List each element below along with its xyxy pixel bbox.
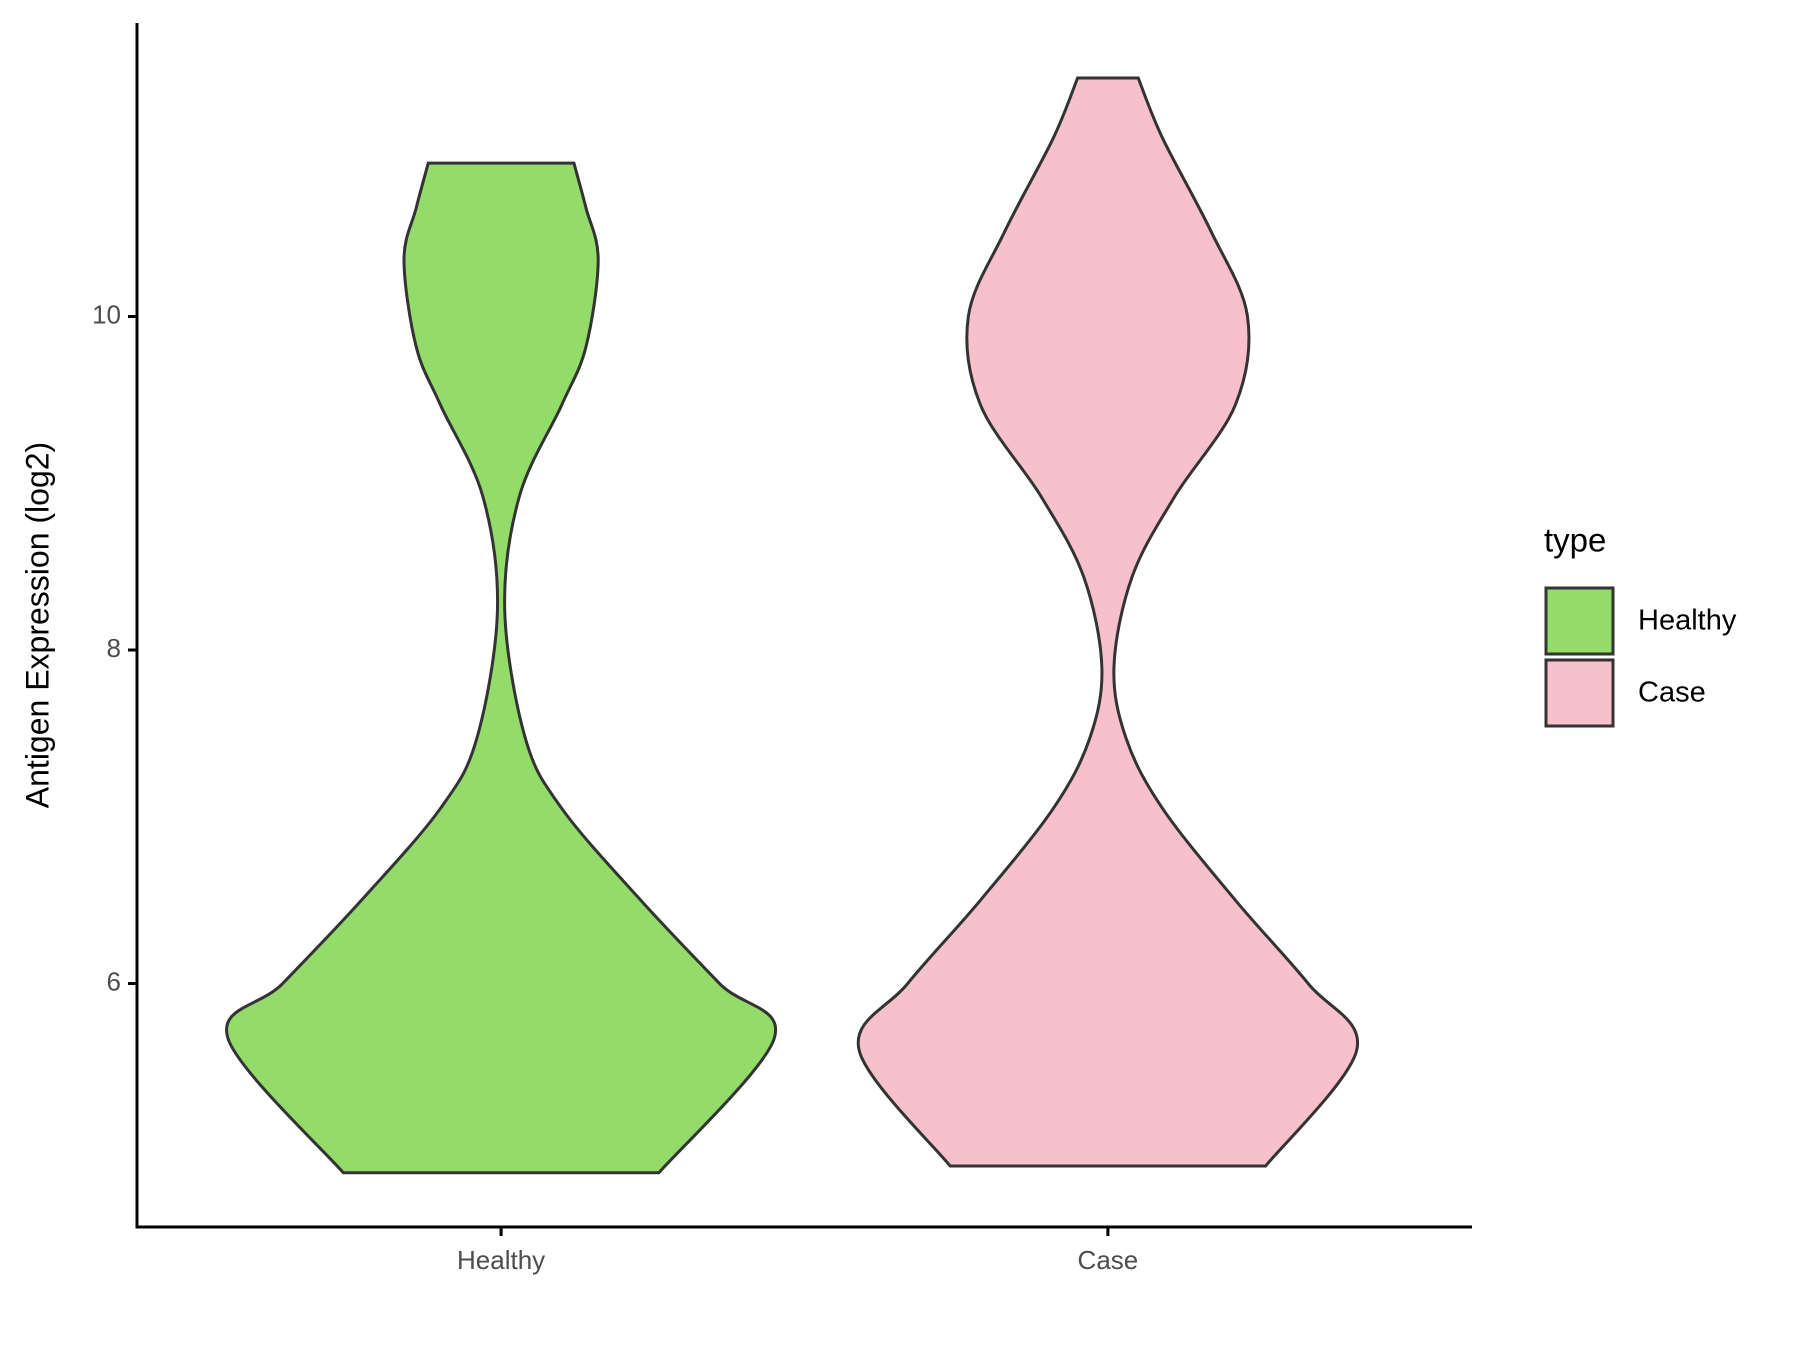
y-tick-label: 6 — [107, 966, 121, 996]
legend-label: Case — [1638, 677, 1706, 709]
violin — [225, 161, 778, 1175]
y-tick-label: 10 — [92, 299, 121, 329]
violin — [856, 76, 1360, 1168]
y-tick-label: 8 — [107, 633, 121, 663]
y-axis-title: Antigen Expression (log2) — [19, 442, 55, 808]
legend-key — [1544, 586, 1615, 656]
legend-title: type — [1544, 522, 1606, 559]
x-tick-label: Case — [1078, 1245, 1139, 1275]
legend-label: Healthy — [1638, 605, 1737, 637]
x-tick-label: Healthy — [457, 1245, 545, 1275]
legend-key — [1544, 658, 1615, 728]
